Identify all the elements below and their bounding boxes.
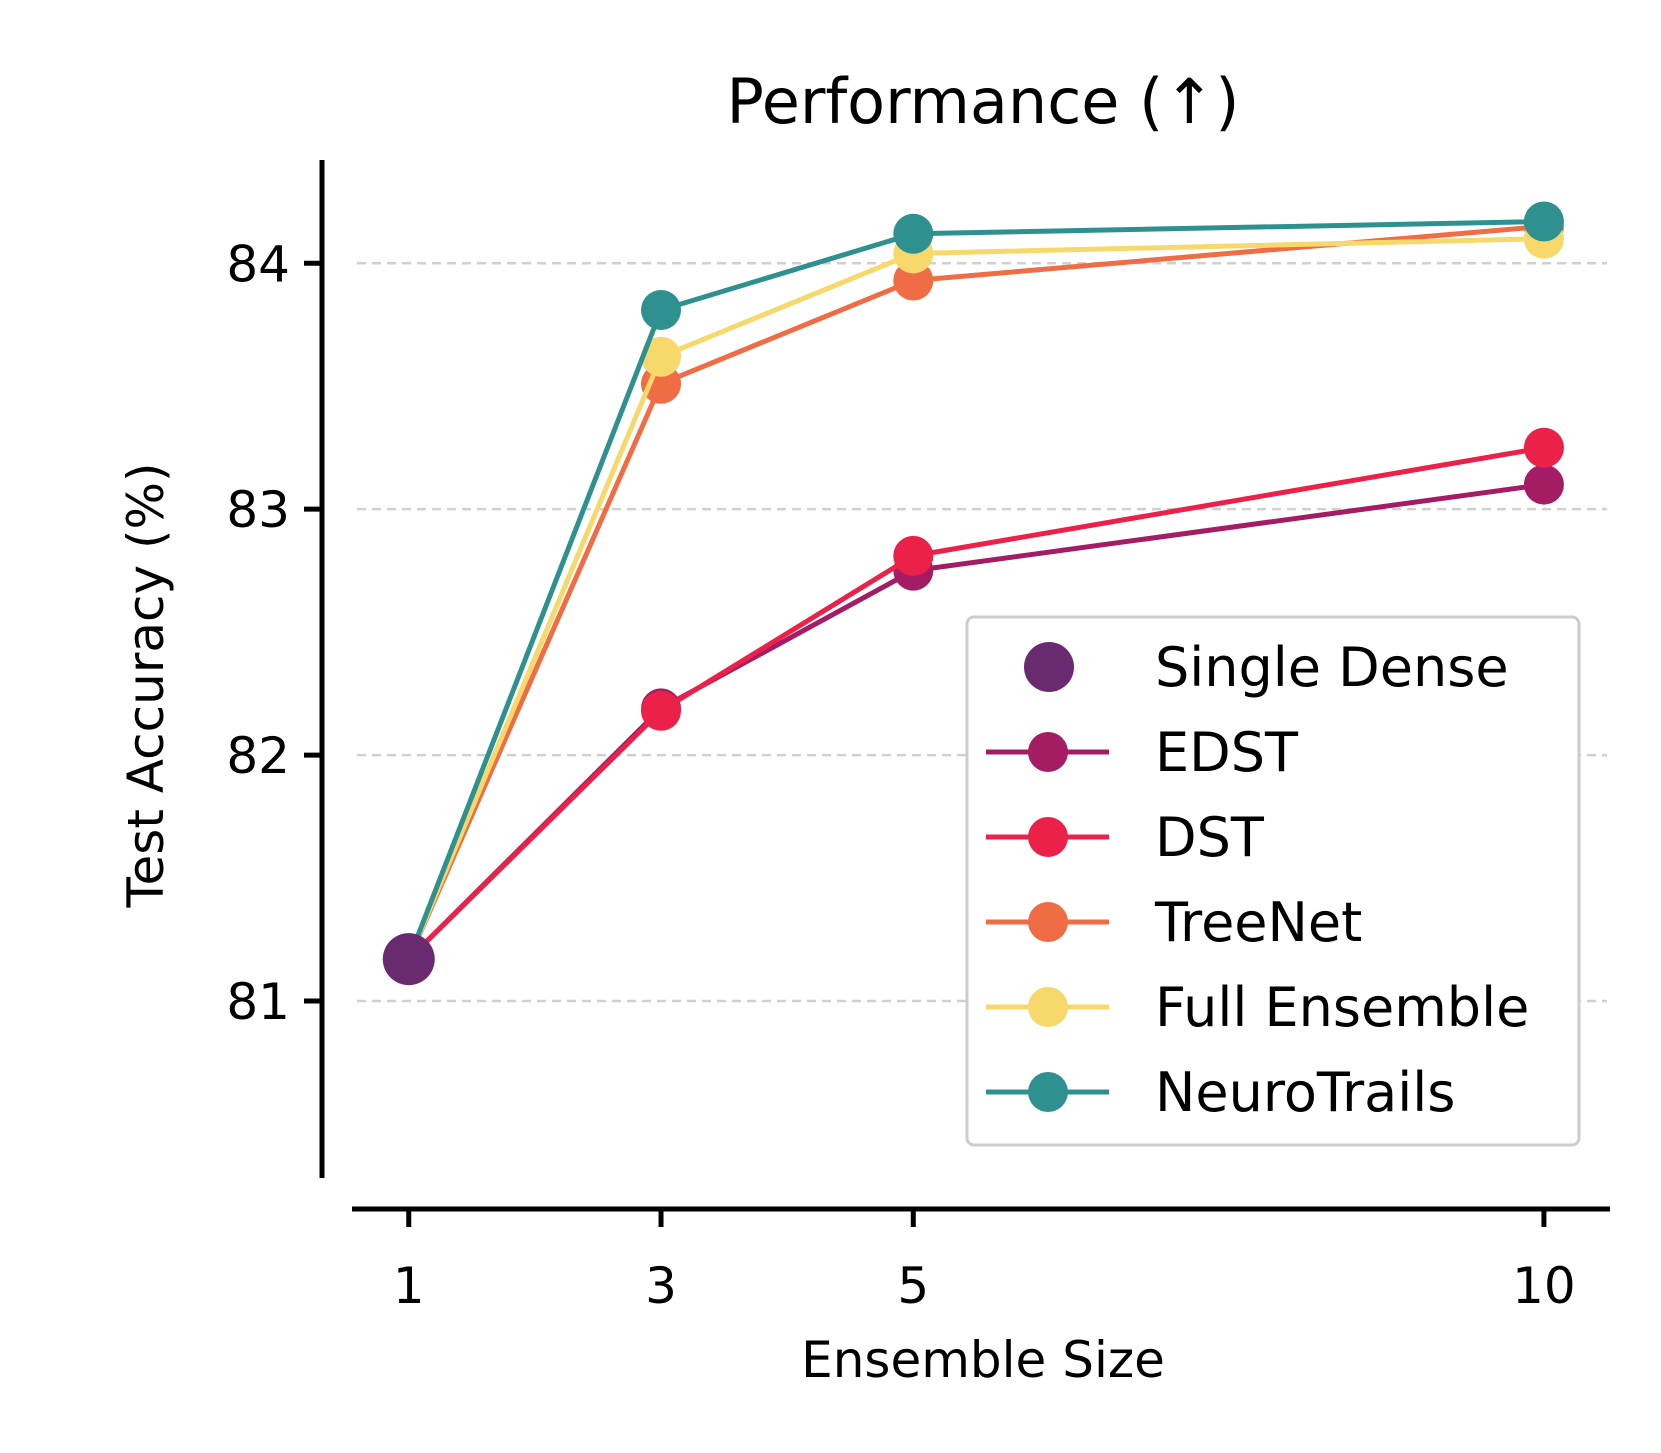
x-tick-label: 10 [1512,1257,1576,1315]
legend-marker [1028,1072,1068,1112]
series-line [406,236,1544,961]
ticks: 81 82 83 84 1 3 5 10 [226,235,1575,1315]
data-point [641,289,682,330]
axes [319,160,1610,1212]
legend-label: NeuroTrails [1155,1061,1455,1124]
y-axis-label: Test Accuracy (%) [117,462,175,908]
data-point [1523,427,1564,468]
legend-frame [965,615,1581,1147]
legend: Single Dense EDST DST TreeNet Full Ensemble N… [965,615,1581,1147]
legend-marker [1028,817,1068,857]
legend-label: DST [1155,806,1265,869]
data-point [893,535,934,576]
data-point [1523,464,1564,505]
y-tick-label: 84 [226,235,290,293]
legend-marker [1028,987,1068,1027]
data-point [641,690,682,731]
data-point [1523,201,1564,242]
x-tick-label: 3 [645,1257,677,1315]
x-axis-label: Ensemble Size [801,1331,1165,1389]
series-line [406,218,1544,961]
legend-label: EDST [1155,721,1299,784]
legend-label: Single Dense [1155,636,1509,699]
legend-marker [1028,732,1068,772]
legend-marker [1028,902,1068,942]
series-line [406,223,1545,961]
y-tick-label: 82 [226,727,290,785]
legend-label: Full Ensemble [1155,976,1529,1039]
x-tick-label: 5 [897,1257,929,1315]
series-line [407,445,1545,961]
chart-title: Performance (↑) [727,65,1240,138]
x-tick-label: 1 [393,1257,425,1315]
data-point [641,336,682,377]
data-point [893,213,934,254]
legend-label: TreeNet [1154,891,1362,954]
legend-marker [1024,642,1074,692]
y-tick-label: 83 [226,481,290,539]
y-tick-label: 81 [226,973,290,1031]
series-layer [382,201,1564,986]
data-point [382,933,435,986]
